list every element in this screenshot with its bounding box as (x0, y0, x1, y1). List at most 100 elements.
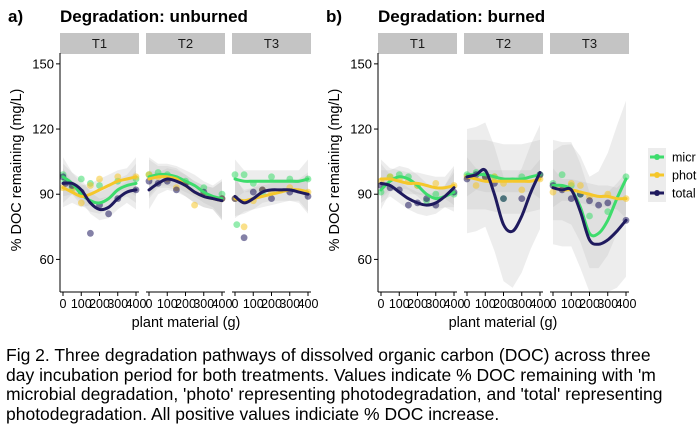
point-phot (432, 180, 440, 187)
legend-label: micr (672, 151, 696, 165)
x-tick-label: 200 (579, 297, 600, 311)
point-total (268, 195, 275, 203)
smooth-line-total (233, 188, 310, 205)
point-micr (432, 190, 440, 198)
ribbon-total (63, 163, 136, 221)
panel-tag: b) (326, 7, 342, 26)
x-tick-label: 100 (389, 297, 410, 311)
smooth-line-total (465, 167, 542, 234)
facet-strip (378, 33, 457, 54)
point-micr (233, 221, 241, 229)
caption-line: photodegradation. All positive values in… (6, 403, 500, 424)
point-phot (191, 201, 199, 209)
smooth-line-phot (379, 177, 456, 190)
point-total (173, 186, 180, 194)
point-phot (87, 182, 94, 189)
x-axis-label: plant material (g) (132, 315, 241, 331)
legend-dot (654, 190, 660, 196)
y-tick-label: 120 (32, 122, 54, 137)
point-micr (77, 175, 85, 183)
x-axis-label: plant material (g) (449, 315, 558, 331)
x-tick-label: 0 (232, 297, 239, 311)
ribbon-micr (553, 100, 626, 269)
y-tick-label: 120 (350, 122, 372, 137)
y-tick-label: 60 (40, 252, 54, 267)
legend-dot (654, 172, 660, 178)
legend-dot (654, 154, 660, 160)
y-tick-label: 150 (350, 56, 372, 71)
x-tick-label: 200 (175, 297, 196, 311)
figure-caption: Fig 2. Three degradation pathways of dis… (6, 346, 700, 424)
point-total (604, 199, 612, 207)
x-tick-label: 300 (511, 297, 532, 311)
point-phot (77, 199, 85, 207)
x-tick-label: 200 (493, 297, 514, 311)
x-tick-label: 200 (89, 297, 110, 311)
y-axis-label: % DOC remaining (mg/L) (9, 89, 25, 252)
x-tick-label: 300 (597, 297, 618, 311)
x-tick-label: 400 (444, 297, 465, 311)
legend-label: phot (672, 169, 697, 183)
smooth-line-total (147, 177, 224, 203)
smooth-line-phot (61, 175, 138, 198)
point-phot (518, 186, 526, 194)
x-tick-label: 400 (298, 297, 319, 311)
ribbon-total (467, 122, 540, 288)
caption-line: Fig 2. Three degradation pathways of dis… (6, 346, 651, 365)
x-tick-label: 300 (425, 297, 446, 311)
panel-unburned: a) Degradation: unburned T10 100200300400… (8, 7, 318, 331)
x-tick-label: 400 (530, 297, 551, 311)
x-tick-label: 100 (243, 297, 264, 311)
facet-strip (464, 33, 543, 54)
panel-title: Degradation: unburned (60, 7, 248, 26)
smooth-line-total (551, 186, 628, 246)
point-total (87, 229, 94, 237)
x-tick-label: 0 (146, 297, 153, 311)
point-micr (377, 188, 385, 196)
facet-strip-label: T1 (410, 36, 425, 51)
facet-strip-label: T2 (496, 36, 511, 51)
legend-item-phot: phot (648, 166, 697, 184)
smooth-line-micr (147, 172, 224, 201)
smooth-line-total (379, 181, 456, 207)
point-phot (114, 173, 122, 181)
x-tick-label: 100 (157, 297, 178, 311)
smooth-line-micr (61, 175, 138, 205)
x-tick-label: 0 (378, 297, 385, 311)
point-total (240, 234, 248, 242)
y-tick-label: 150 (32, 56, 54, 71)
point-phot (240, 223, 248, 231)
facet-strip (60, 33, 139, 54)
legend-item-total: total (648, 184, 696, 202)
point-phot (96, 175, 103, 183)
panel-title: Degradation: burned (378, 7, 545, 26)
smooth-line-micr (233, 177, 310, 183)
x-tick-label: 0 (550, 297, 557, 311)
x-tick-label: 100 (71, 297, 92, 311)
x-tick-label: 200 (407, 297, 428, 311)
point-micr (231, 171, 239, 179)
point-phot (472, 182, 480, 189)
x-tick-label: 0 (60, 297, 67, 311)
point-phot (577, 182, 584, 189)
point-micr (622, 173, 630, 181)
point-total (586, 197, 593, 205)
legend-label: total (672, 187, 696, 201)
point-total (595, 201, 602, 209)
x-tick-label: 400 (126, 297, 147, 311)
facet-strip-label: T3 (264, 36, 279, 51)
x-tick-label: 400 (212, 297, 233, 311)
x-tick-label: 300 (107, 297, 128, 311)
y-tick-label: 90 (40, 187, 54, 202)
point-total (105, 210, 112, 218)
facet-strip (146, 33, 225, 54)
y-axis-label: % DOC remaining (mg/L) (327, 89, 343, 252)
facet-strip (550, 33, 629, 54)
point-total (518, 195, 526, 203)
point-total (249, 188, 257, 196)
x-tick-label: 400 (616, 297, 637, 311)
